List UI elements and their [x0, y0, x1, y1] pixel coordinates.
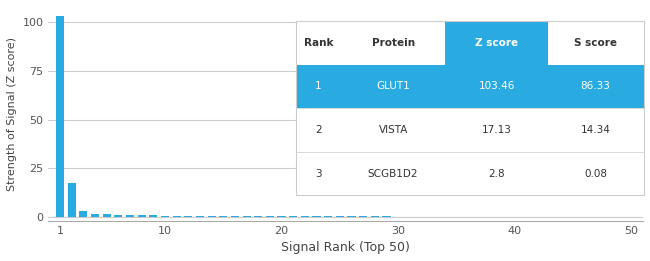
Bar	[548, 64, 644, 108]
Text: 0.08: 0.08	[584, 169, 607, 179]
Bar	[219, 216, 227, 217]
Bar	[254, 216, 263, 217]
Bar	[296, 21, 341, 64]
Bar	[313, 216, 320, 217]
Bar	[91, 214, 99, 217]
Text: 86.33: 86.33	[580, 81, 610, 91]
Bar	[341, 152, 445, 195]
Bar	[548, 152, 644, 195]
Text: 17.13: 17.13	[482, 125, 512, 135]
Y-axis label: Strength of Signal (Z score): Strength of Signal (Z score)	[7, 37, 17, 191]
Bar	[207, 216, 216, 217]
Bar	[382, 216, 391, 217]
Bar	[301, 216, 309, 217]
Bar	[548, 21, 644, 64]
Bar	[548, 108, 644, 152]
Bar	[242, 216, 251, 217]
Bar	[341, 64, 445, 108]
Bar	[172, 216, 181, 217]
Text: GLUT1: GLUT1	[376, 81, 410, 91]
Bar	[266, 216, 274, 217]
Bar	[278, 216, 285, 217]
Bar	[296, 64, 341, 108]
Text: 2: 2	[315, 125, 322, 135]
Bar	[68, 183, 76, 217]
Bar	[445, 152, 548, 195]
Bar	[370, 216, 379, 217]
Bar	[324, 216, 332, 217]
Bar	[138, 215, 146, 217]
Bar	[341, 21, 445, 64]
Text: VISTA: VISTA	[378, 125, 408, 135]
Text: 1: 1	[315, 81, 322, 91]
Bar	[296, 21, 644, 195]
X-axis label: Signal Rank (Top 50): Signal Rank (Top 50)	[281, 241, 410, 254]
Text: SCGB1D2: SCGB1D2	[368, 169, 419, 179]
Bar	[296, 152, 341, 195]
Bar	[359, 216, 367, 217]
Text: 3: 3	[315, 169, 322, 179]
Bar	[161, 216, 169, 217]
Bar	[231, 216, 239, 217]
Bar	[289, 216, 297, 217]
Bar	[184, 216, 192, 217]
Bar	[445, 64, 548, 108]
Text: 14.34: 14.34	[580, 125, 610, 135]
Text: 2.8: 2.8	[488, 169, 505, 179]
Bar	[348, 216, 356, 217]
Bar	[296, 108, 341, 152]
Bar	[445, 108, 548, 152]
Bar	[79, 211, 87, 217]
Bar	[336, 216, 344, 217]
Bar	[114, 215, 122, 217]
Bar	[56, 16, 64, 217]
Bar	[150, 215, 157, 217]
Text: 103.46: 103.46	[478, 81, 515, 91]
Text: Protein: Protein	[372, 38, 415, 48]
Text: S score: S score	[574, 38, 618, 48]
Text: Z score: Z score	[475, 38, 518, 48]
Bar	[196, 216, 204, 217]
Bar	[126, 215, 134, 217]
Text: Rank: Rank	[304, 38, 333, 48]
Bar	[103, 215, 111, 217]
Bar	[445, 21, 548, 64]
Bar	[341, 108, 445, 152]
